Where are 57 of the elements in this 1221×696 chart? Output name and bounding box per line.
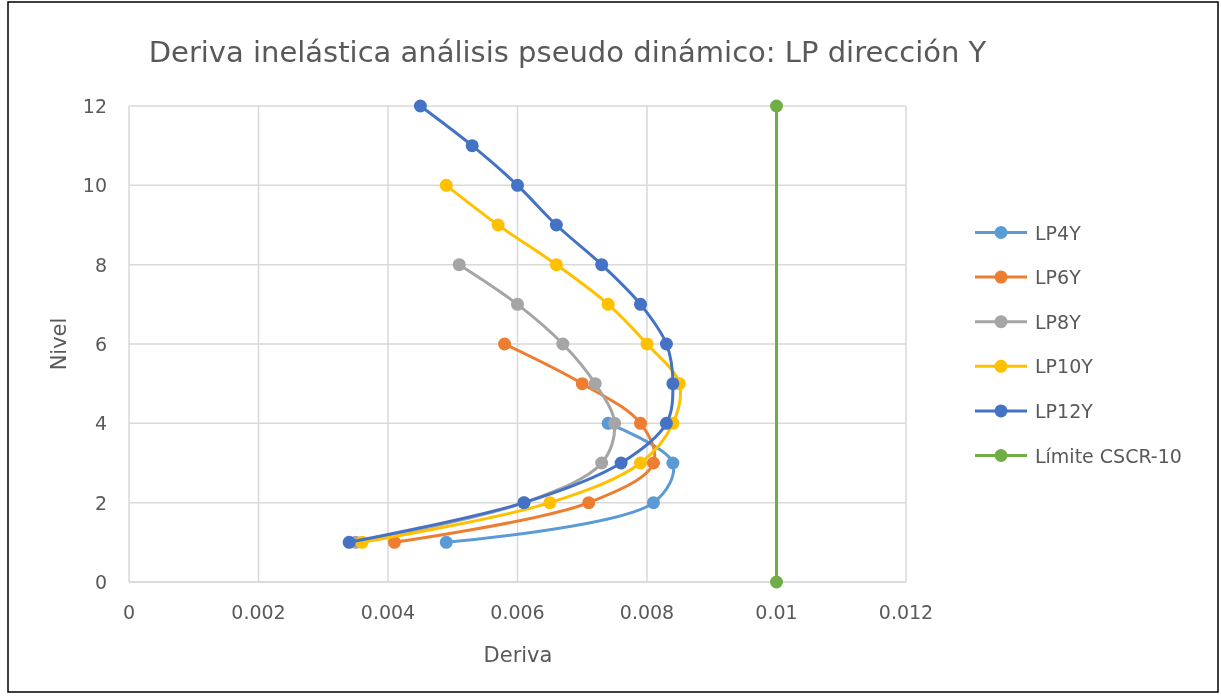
point [666, 456, 680, 470]
point [575, 377, 589, 391]
point [556, 337, 570, 351]
point [582, 496, 596, 510]
y-tick-label: 10 [82, 174, 107, 197]
point [588, 377, 602, 391]
point [614, 456, 628, 470]
x-tick-label: 0.004 [360, 601, 416, 623]
y-tick-label: 8 [94, 253, 107, 276]
point [608, 416, 622, 430]
point [439, 535, 453, 549]
point [549, 218, 563, 232]
point [511, 178, 524, 192]
y-axis-title: Nivel [47, 317, 71, 371]
point [659, 416, 673, 430]
point [491, 218, 505, 232]
point [511, 297, 524, 311]
x-tick-label: 0.002 [231, 601, 286, 623]
x-tick-label: 0.008 [619, 601, 675, 623]
point [634, 297, 648, 311]
point [770, 99, 783, 113]
point [498, 337, 512, 351]
x-axis-title: Deriva [483, 643, 553, 667]
legend-label: LP6Y [1035, 266, 1082, 289]
point [601, 297, 615, 311]
point [634, 416, 648, 430]
point [342, 535, 356, 549]
point [640, 337, 654, 351]
legend-label: LP8Y [1035, 310, 1082, 333]
y-tick-label: 4 [94, 412, 107, 435]
point [413, 99, 427, 113]
point [595, 456, 609, 470]
point [770, 575, 783, 589]
x-tick-label: 0.01 [755, 601, 798, 623]
y-tick-label: 12 [82, 95, 107, 117]
y-tick-label: 6 [94, 333, 107, 355]
legend-label: LP12Y [1035, 399, 1094, 422]
point [595, 258, 609, 272]
point [646, 496, 660, 510]
point [659, 337, 673, 351]
point [465, 139, 479, 153]
y-tick-label: 2 [94, 491, 107, 514]
point [646, 456, 660, 470]
chart-title: Deriva inelástica análisis pseudo dinámico: LP dirección Y [148, 35, 987, 69]
x-tick-label: 0.012 [878, 601, 934, 623]
x-tick-label: 0 [122, 601, 136, 623]
point [549, 258, 563, 272]
x-tick-label: 0.006 [490, 601, 545, 623]
point [439, 178, 453, 192]
point [543, 496, 557, 510]
point [634, 456, 648, 470]
legend-label: LP4Y [1035, 221, 1082, 244]
legend-label: LP10Y [1035, 355, 1094, 378]
y-tick-label: 0 [94, 571, 107, 593]
point [452, 258, 466, 272]
legend-label: Límite CSCR-10 [1035, 444, 1182, 467]
point [666, 377, 680, 391]
